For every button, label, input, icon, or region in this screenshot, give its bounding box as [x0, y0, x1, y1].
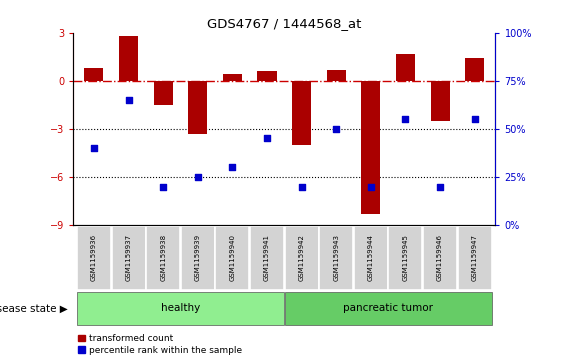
- Text: GSM1159937: GSM1159937: [126, 234, 132, 281]
- FancyBboxPatch shape: [285, 292, 491, 325]
- Bar: [257, 71, 276, 81]
- FancyBboxPatch shape: [250, 226, 284, 290]
- Point: [90, 145, 99, 151]
- FancyBboxPatch shape: [111, 226, 145, 290]
- FancyBboxPatch shape: [146, 226, 180, 290]
- Point: [401, 116, 410, 122]
- FancyBboxPatch shape: [285, 226, 319, 290]
- Point: [436, 184, 445, 189]
- FancyBboxPatch shape: [216, 226, 249, 290]
- Bar: [292, 81, 311, 145]
- Text: GSM1159947: GSM1159947: [472, 234, 477, 281]
- Point: [332, 126, 341, 132]
- FancyBboxPatch shape: [77, 292, 284, 325]
- Bar: [327, 70, 346, 81]
- Point: [124, 97, 133, 103]
- Point: [228, 164, 237, 170]
- Point: [470, 116, 479, 122]
- Text: GSM1159942: GSM1159942: [298, 234, 305, 281]
- Bar: [154, 81, 173, 105]
- Text: GSM1159943: GSM1159943: [333, 234, 339, 281]
- Title: GDS4767 / 1444568_at: GDS4767 / 1444568_at: [207, 17, 361, 30]
- FancyBboxPatch shape: [354, 226, 388, 290]
- Point: [193, 174, 202, 180]
- Text: GSM1159945: GSM1159945: [403, 234, 408, 281]
- FancyBboxPatch shape: [458, 226, 491, 290]
- Text: GSM1159936: GSM1159936: [91, 234, 97, 281]
- Point: [262, 136, 271, 142]
- Bar: [223, 74, 242, 81]
- Legend: transformed count, percentile rank within the sample: transformed count, percentile rank withi…: [78, 334, 243, 355]
- Point: [159, 184, 168, 189]
- Bar: [119, 36, 138, 81]
- Bar: [361, 81, 381, 214]
- Text: pancreatic tumor: pancreatic tumor: [343, 303, 433, 313]
- Point: [297, 184, 306, 189]
- FancyBboxPatch shape: [181, 226, 215, 290]
- Bar: [84, 68, 104, 81]
- FancyBboxPatch shape: [319, 226, 353, 290]
- Text: GSM1159946: GSM1159946: [437, 234, 443, 281]
- Text: GSM1159939: GSM1159939: [195, 234, 201, 281]
- FancyBboxPatch shape: [388, 226, 422, 290]
- Text: GSM1159941: GSM1159941: [264, 234, 270, 281]
- Bar: [465, 58, 484, 81]
- FancyBboxPatch shape: [423, 226, 457, 290]
- FancyBboxPatch shape: [77, 226, 111, 290]
- Text: GSM1159944: GSM1159944: [368, 234, 374, 281]
- Point: [367, 184, 376, 189]
- Bar: [396, 53, 415, 81]
- Bar: [188, 81, 207, 134]
- Text: healthy: healthy: [161, 303, 200, 313]
- Text: GSM1159940: GSM1159940: [229, 234, 235, 281]
- Bar: [431, 81, 450, 121]
- Text: GSM1159938: GSM1159938: [160, 234, 166, 281]
- Text: disease state ▶: disease state ▶: [0, 303, 68, 314]
